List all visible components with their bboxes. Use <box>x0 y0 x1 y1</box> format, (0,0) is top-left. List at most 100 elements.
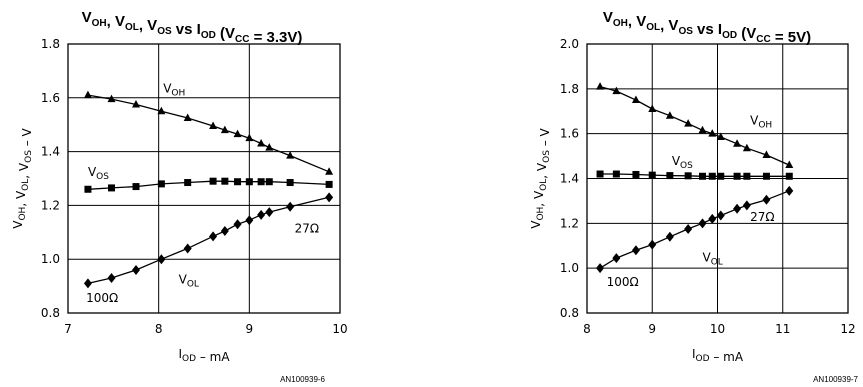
y-tick-label: 1.2 <box>560 216 579 230</box>
y-tick-label: 2.0 <box>560 37 579 51</box>
annotation: VOL <box>179 272 199 289</box>
data-point <box>245 178 253 186</box>
y-tick-label: 1.0 <box>41 252 60 266</box>
data-point <box>209 121 218 130</box>
data-point <box>708 129 717 137</box>
data-point <box>698 125 707 134</box>
data-point <box>612 86 621 95</box>
data-point <box>665 111 674 119</box>
data-point <box>265 178 273 186</box>
data-point <box>265 143 274 151</box>
annotation: 100Ω <box>86 291 118 305</box>
annotation: 27Ω <box>295 221 319 235</box>
data-point <box>286 201 295 212</box>
data-point <box>84 185 92 193</box>
y-tick-label: 0.8 <box>560 306 579 320</box>
data-point <box>596 82 605 90</box>
y-axis-label: VOH, VOL, VOS – V <box>529 127 552 228</box>
chart-1: VOH, VOL, VOS vs IOD (VCC = 3.3V) 7 8 9 10 0.… <box>11 9 348 384</box>
x-tick-label: 10 <box>332 322 347 336</box>
data-point <box>698 172 706 180</box>
chart-title: VOH, VOL, VOS vs IOD (VCC = 3.3V) <box>82 9 303 46</box>
plot-frame <box>586 43 849 314</box>
data-point <box>698 218 707 229</box>
data-point <box>743 172 751 180</box>
series-line <box>599 190 790 269</box>
data-point <box>684 223 693 234</box>
data-point <box>716 210 725 221</box>
data-point <box>684 119 693 127</box>
chart-2: VOH, VOL, VOS vs IOD (VCC = 5V) 8 9 10 11 12 0… <box>529 9 859 384</box>
y-axis-label: VOH, VOL, VOS – V <box>11 127 34 228</box>
data-point <box>83 90 92 99</box>
data-point <box>220 225 229 236</box>
annotation: 100Ω <box>607 275 639 289</box>
data-point <box>265 207 274 218</box>
x-tick-label: 8 <box>583 322 591 336</box>
data-point <box>612 253 621 264</box>
data-point <box>157 106 166 115</box>
data-point <box>648 104 657 113</box>
data-point <box>221 177 229 185</box>
data-point <box>684 172 692 180</box>
data-point <box>157 180 165 188</box>
y-tick-label: 1.4 <box>560 172 579 186</box>
data-point <box>257 178 265 186</box>
series-line <box>87 94 330 173</box>
data-point <box>234 178 242 186</box>
x-tick-label: 12 <box>840 322 855 336</box>
data-point <box>596 170 604 178</box>
series-vol <box>596 185 794 274</box>
data-point <box>762 194 771 205</box>
x-tick-label: 8 <box>155 322 163 336</box>
data-point <box>107 273 116 284</box>
data-point <box>708 213 717 224</box>
x-tick-label: 10 <box>710 322 725 336</box>
chart-title: VOH, VOL, VOS vs IOD (VCC = 5V) <box>603 9 811 46</box>
annotation: VOS <box>672 154 693 171</box>
data-point <box>132 183 140 191</box>
data-point <box>132 264 140 275</box>
data-point <box>785 172 793 180</box>
data-point <box>325 180 333 188</box>
data-point <box>665 231 674 242</box>
data-point <box>785 185 794 196</box>
series-vos <box>596 170 793 180</box>
data-point <box>785 160 794 169</box>
data-point <box>233 129 242 138</box>
data-point <box>648 239 657 250</box>
data-point <box>716 132 725 141</box>
x-axis-label: IOD – mA <box>692 347 744 364</box>
series-vos <box>84 177 333 193</box>
data-point <box>209 177 217 185</box>
figure-code: AN100939-6 <box>280 375 325 384</box>
series-line <box>87 196 330 285</box>
x-tick-label: 9 <box>246 322 254 336</box>
y-tick-label: 1.4 <box>41 145 60 159</box>
data-point <box>325 192 334 203</box>
x-tick-label: 7 <box>64 322 72 336</box>
data-point <box>632 170 640 178</box>
data-point <box>107 94 116 103</box>
y-tick-label: 1.8 <box>560 82 579 96</box>
data-point <box>733 172 741 180</box>
y-tick-label: 1.6 <box>560 127 579 141</box>
data-point <box>612 170 620 178</box>
data-point <box>220 125 229 134</box>
series-line <box>600 173 790 177</box>
data-point <box>648 171 656 179</box>
annotation: VOH <box>750 114 772 131</box>
data-point <box>742 200 751 211</box>
annotation: 27Ω <box>750 210 774 224</box>
series-voh <box>596 82 794 169</box>
figure-code: AN100939-7 <box>813 375 858 384</box>
data-point <box>108 184 116 192</box>
data-point <box>257 139 266 147</box>
x-tick-label: 9 <box>648 322 656 336</box>
data-point <box>708 172 716 180</box>
series-voh <box>83 90 334 175</box>
annotation: VOS <box>88 165 109 182</box>
data-point <box>184 179 192 187</box>
data-point <box>717 172 725 180</box>
